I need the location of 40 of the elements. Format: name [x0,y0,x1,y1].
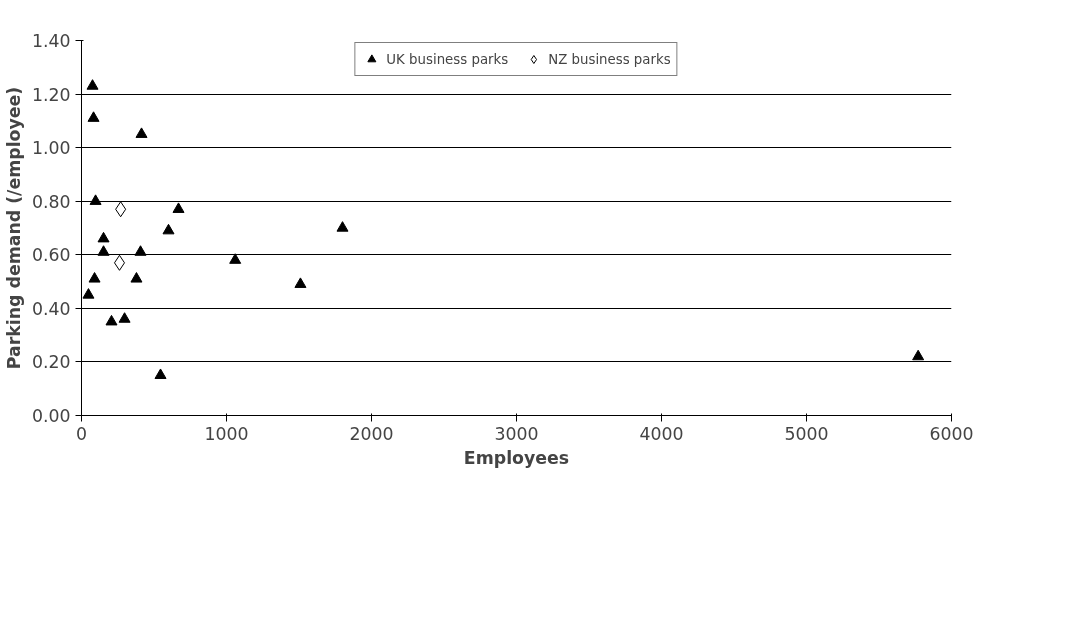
point [162,223,175,235]
point [86,79,99,90]
x-tick-label: 6000 [929,423,974,444]
legend-label: UK business parks [386,51,509,67]
y-tick-label: 0.20 [31,352,71,373]
y-tick-label: 0.40 [31,298,71,319]
y-tick-label: 1.20 [31,84,71,105]
x-tick-label: 5000 [784,423,829,444]
point [97,231,110,243]
point [105,314,118,326]
point [294,277,307,288]
x-tick-label: 3000 [494,423,539,444]
point [172,202,185,213]
point [134,245,147,256]
point [87,111,100,122]
point [88,272,101,283]
point [135,127,148,138]
x-tick-label: 1000 [204,423,249,444]
y-tick-label: 1.00 [31,138,71,159]
point [82,288,95,299]
y-tick-label: 0.60 [31,245,71,266]
point [130,272,143,283]
point [336,221,349,232]
point [97,245,110,256]
x-tick-label: 0 [75,423,88,444]
x-tick-label: 2000 [349,423,394,444]
y-axis-title: Parking demand (/employee) [3,86,24,370]
point [118,312,131,323]
point [115,201,127,218]
point [154,368,167,379]
y-tick-label: 1.40 [31,31,71,51]
y-tick-label: 0.00 [31,406,71,426]
point [912,349,925,361]
y-tick-label: 0.80 [31,191,71,212]
x-tick-label: 4000 [639,423,684,444]
x-axis-title: Employees [463,447,570,468]
point [229,253,242,264]
point [113,254,125,271]
point [89,194,102,205]
legend-label: NZ business parks [548,51,671,67]
